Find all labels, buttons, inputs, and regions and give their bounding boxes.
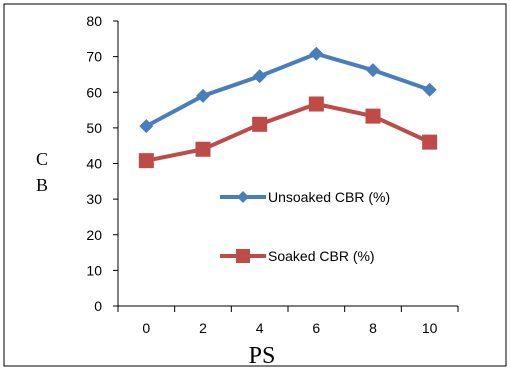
x-tick-label: 10 (422, 320, 438, 336)
y-tick-label: 20 (86, 227, 102, 243)
x-tick-label: 2 (199, 320, 207, 336)
data-point-marker (422, 134, 438, 150)
data-point-marker (139, 119, 154, 134)
data-point-marker (138, 153, 154, 169)
legend: Unsoaked CBR (%) Soaked CBR (%) (220, 189, 390, 264)
data-point-marker (252, 69, 267, 84)
data-point-marker (422, 82, 437, 97)
y-tick-label: 40 (86, 156, 102, 172)
series-layer (138, 46, 438, 169)
x-tick-label: 6 (312, 320, 320, 336)
y-axis-title-line-2: B (36, 175, 48, 195)
data-point-marker (195, 141, 211, 157)
legend-marker (237, 191, 249, 203)
y-tick-label: 70 (86, 49, 102, 65)
axes: 0 10 20 30 40 50 60 70 80 0 2 4 6 8 10 (86, 13, 459, 336)
chart-frame (3, 3, 507, 367)
data-point-marker (309, 46, 324, 61)
y-tick-label: 30 (86, 191, 102, 207)
y-tick-label: 80 (86, 13, 102, 29)
legend-label: Unsoaked CBR (%) (268, 189, 390, 205)
x-tick-label: 4 (256, 320, 264, 336)
data-point-marker (366, 63, 380, 78)
series-line-1 (145, 102, 431, 163)
y-tick-label: 60 (86, 84, 102, 100)
data-point-marker (308, 96, 324, 112)
y-tick-label: 50 (86, 120, 102, 136)
x-tick-label: 8 (369, 320, 377, 336)
x-axis-title: PS (249, 343, 276, 369)
data-point-marker (196, 88, 210, 103)
legend-label: Soaked CBR (%) (268, 248, 375, 264)
y-tick-label: 0 (94, 298, 102, 314)
series-line-0 (145, 51, 431, 128)
data-point-marker (252, 116, 268, 132)
data-point-marker (365, 108, 381, 124)
legend-marker (236, 249, 250, 263)
y-tick-label: 10 (86, 262, 102, 278)
y-axis-title-line-1: C (36, 149, 48, 169)
x-tick-label: 0 (142, 320, 150, 336)
